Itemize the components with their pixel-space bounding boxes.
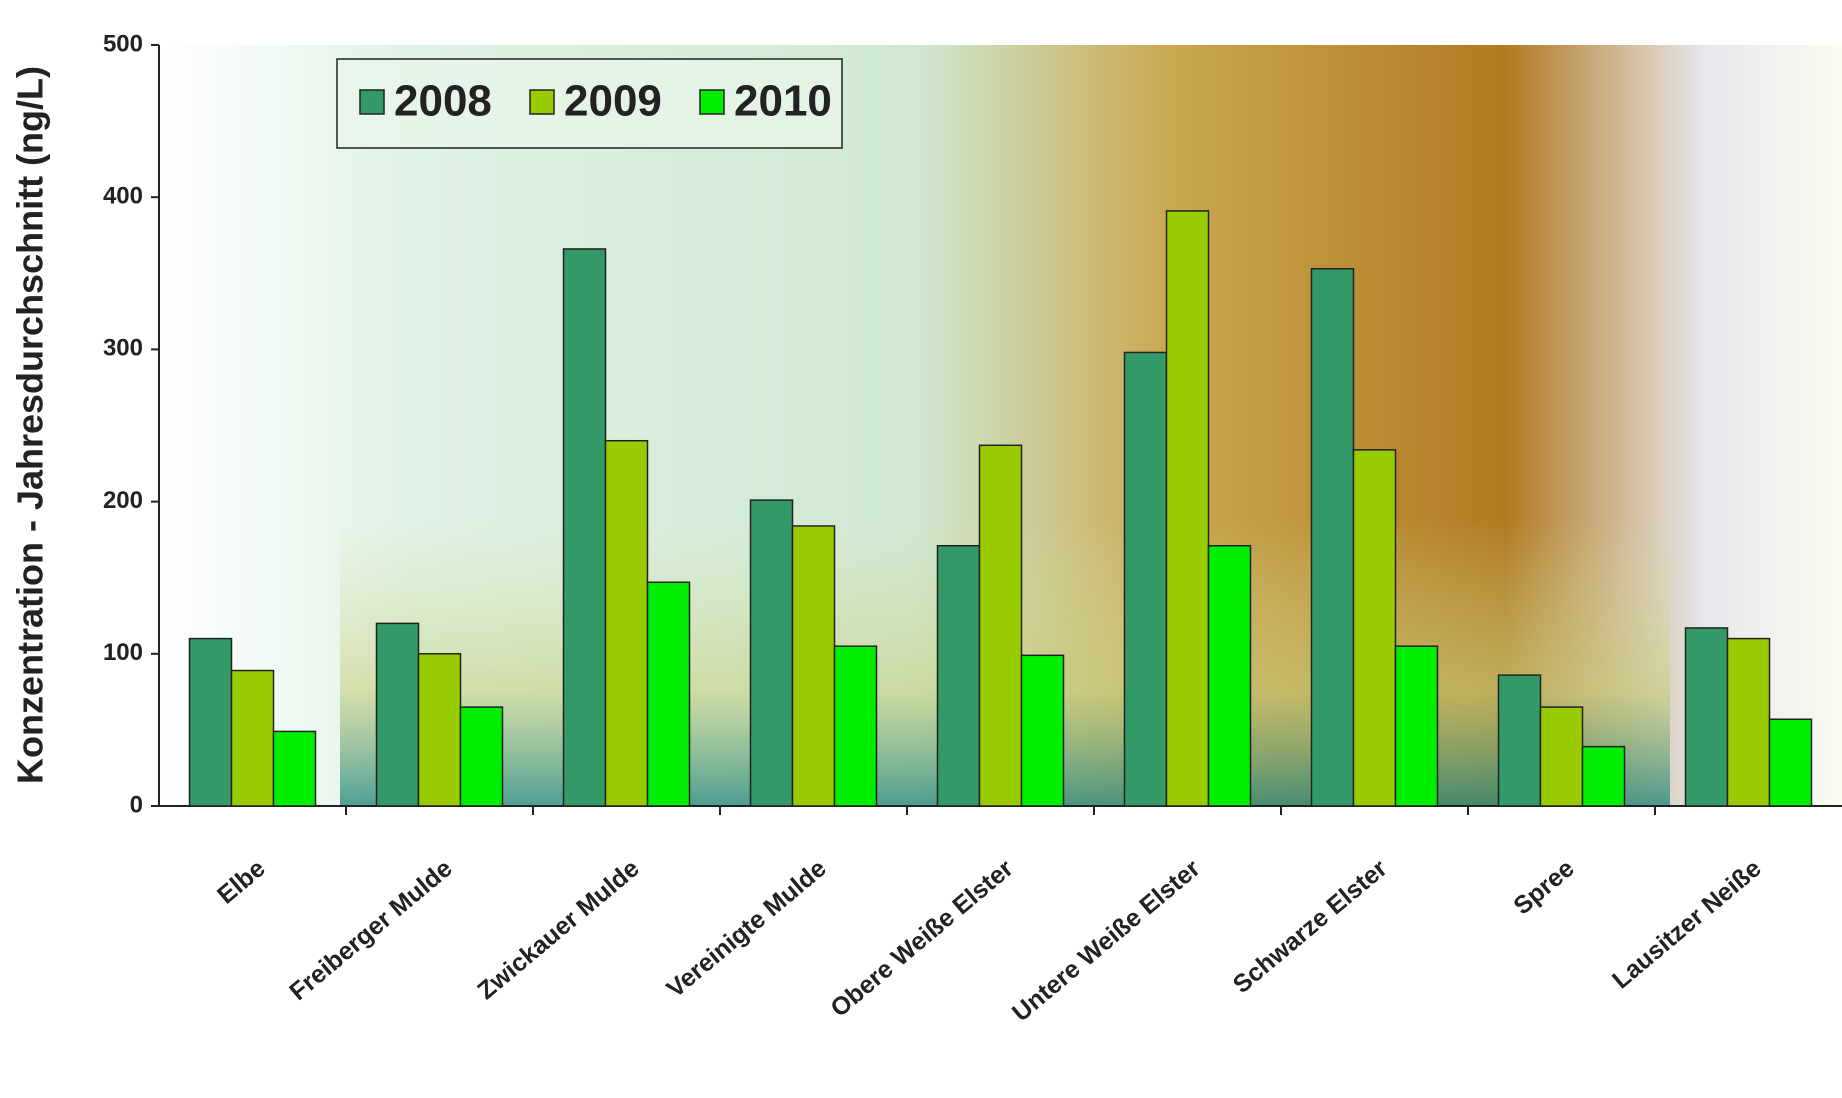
y-tick-label: 100	[103, 639, 143, 666]
bar	[1728, 639, 1770, 806]
legend-label: 2010	[734, 77, 832, 126]
bar	[1770, 719, 1812, 806]
bar	[1167, 211, 1209, 806]
bar	[377, 623, 419, 806]
x-tick-label: Elbe	[212, 854, 271, 909]
bar	[1022, 655, 1064, 806]
bar	[1396, 646, 1438, 806]
bar	[564, 249, 606, 806]
legend: 2008 2009 2010	[337, 59, 842, 148]
x-tick-label: Untere Weiße Elster	[1007, 854, 1206, 1027]
x-tick-label: Schwarze Elster	[1228, 854, 1393, 999]
bar	[1686, 628, 1728, 806]
bar	[648, 582, 690, 806]
page: {"chart_data": {"type": "bar", "y_label"…	[0, 0, 1842, 1098]
x-tick-label: Lausitzer Neiße	[1607, 854, 1767, 994]
bar	[1354, 450, 1396, 806]
legend-label: 2009	[564, 77, 662, 126]
bar	[606, 441, 648, 806]
bar	[835, 646, 877, 806]
y-tick-label: 0	[130, 791, 143, 818]
bar	[1312, 269, 1354, 806]
x-tick-label: Obere Weiße Elster	[825, 854, 1018, 1023]
x-tick-label: Spree	[1508, 854, 1579, 920]
legend-label: 2008	[394, 77, 492, 126]
bar	[1125, 352, 1167, 806]
x-tick-label: Zwickauer Mulde	[472, 854, 644, 1005]
x-tick-label: Vereinigte Mulde	[661, 854, 831, 1003]
bar	[793, 526, 835, 806]
y-tick-label: 300	[103, 335, 143, 362]
bar	[1499, 675, 1541, 806]
bar	[751, 500, 793, 806]
y-tick-label: 500	[103, 30, 143, 57]
legend-swatch	[530, 90, 554, 114]
y-axis-title: Konzentration - Jahresdurchschnitt (ng/L…	[10, 66, 51, 784]
bar	[190, 639, 232, 806]
y-tick-label: 200	[103, 487, 143, 514]
bar	[938, 546, 980, 806]
legend-swatch	[360, 90, 384, 114]
bar	[461, 707, 503, 806]
x-tick-label: Freiberger Mulde	[284, 854, 457, 1006]
bar	[232, 671, 274, 806]
legend-swatch	[700, 90, 724, 114]
chart: Konzentration - Jahresdurchschnitt (ng/L…	[0, 0, 1842, 1098]
bar	[274, 731, 316, 806]
bar	[419, 654, 461, 806]
bar	[1209, 546, 1251, 806]
bar	[980, 445, 1022, 806]
bar	[1583, 747, 1625, 806]
bar	[1541, 707, 1583, 806]
y-tick-label: 400	[103, 183, 143, 210]
